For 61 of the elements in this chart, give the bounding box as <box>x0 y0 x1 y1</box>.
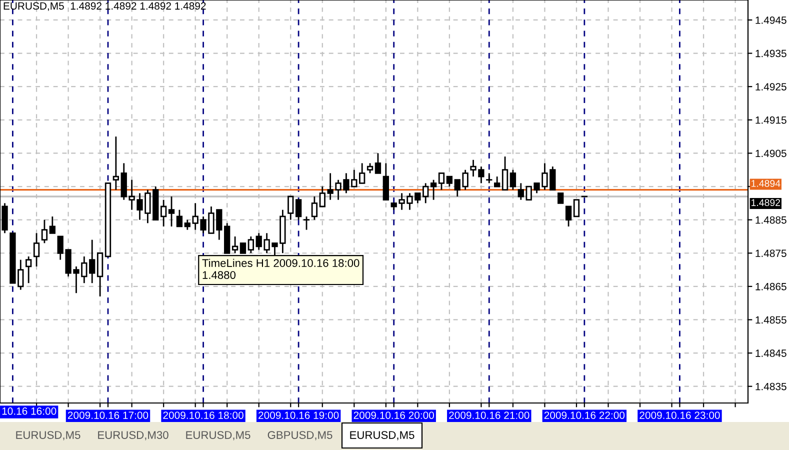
candlestick <box>319 186 326 208</box>
y-tick-label: 1.4875 <box>756 250 786 257</box>
x-tick-label: 2009.10.16 22:00 <box>544 412 625 419</box>
candlestick <box>573 199 580 218</box>
x-tick-label: 2009.10.16 18:00 <box>163 412 244 419</box>
candlestick <box>438 172 445 191</box>
candlestick <box>26 256 32 284</box>
x-tick-label: 2009.10.16 23:00 <box>640 412 720 419</box>
candlestick <box>160 199 167 228</box>
y-tick-label: 1.4905 <box>756 150 786 158</box>
annotation: TimeLines H1 2009.10.16 18:00 1.4880 <box>202 258 360 279</box>
text: EURUSD,M5 <box>16 431 80 440</box>
candlestick <box>446 176 453 188</box>
candlestick <box>33 232 40 268</box>
candlestick <box>422 182 429 204</box>
candlestick <box>184 219 190 231</box>
text: EURUSD,M5 <box>186 431 250 440</box>
y-tick-label: 1.4945 <box>756 16 786 24</box>
candlestick <box>232 236 238 254</box>
candlestick <box>295 199 302 221</box>
y-tick-label: 1.4865 <box>756 282 786 290</box>
candlestick <box>96 252 104 298</box>
ref-line-label: 10.16 16:00 <box>2 407 56 415</box>
chart-title: EURUSD,M5 1.4892 1.4892 1.4892 1.4892 <box>4 2 206 11</box>
candlestick <box>382 162 389 201</box>
candlestick <box>374 152 382 174</box>
candlestick <box>359 162 366 184</box>
y-tick-label: 1.4835 <box>756 382 786 390</box>
x-tick-label: 2009.10.16 20:00 <box>354 412 434 419</box>
text: EURUSD,M5 <box>350 431 414 440</box>
ref-line-label: 1.4892 <box>752 199 780 206</box>
candlestick <box>311 196 318 221</box>
candlestick <box>502 156 508 191</box>
candlestick <box>518 182 524 201</box>
candlestick <box>112 136 120 191</box>
text: EURUSD,M30 <box>98 431 168 440</box>
candlestick <box>176 209 183 228</box>
y-tick-label: 1.4855 <box>756 316 786 324</box>
candlestick <box>248 236 254 254</box>
x-tick-label: 2009.10.16 17:00 <box>68 412 148 419</box>
candlestick <box>303 216 310 231</box>
candlestick <box>89 239 96 284</box>
candlestick <box>430 179 437 201</box>
candlestick <box>49 216 56 234</box>
candlestick <box>168 196 175 228</box>
candlestick <box>288 196 294 221</box>
y-tick-label: 1.4915 <box>756 116 786 124</box>
y-tick-label: 1.4845 <box>756 350 786 357</box>
candlestick <box>510 169 516 191</box>
candlestick <box>494 176 500 188</box>
candlestick <box>366 162 374 174</box>
text: GBPUSD,M5 <box>268 431 332 440</box>
ref-line-label: 1.4894 <box>752 180 780 187</box>
y-tick-label: 1.4935 <box>756 50 786 58</box>
candlestick <box>565 206 572 228</box>
x-tick-label: 2009.10.16 19:00 <box>258 412 339 419</box>
y-tick-label: 1.4925 <box>756 83 786 90</box>
x-tick-label: 2009.10.16 21:00 <box>449 412 530 419</box>
y-tick-label: 1.4885 <box>756 216 786 224</box>
candlestick <box>41 219 48 244</box>
candlestick <box>558 192 564 204</box>
